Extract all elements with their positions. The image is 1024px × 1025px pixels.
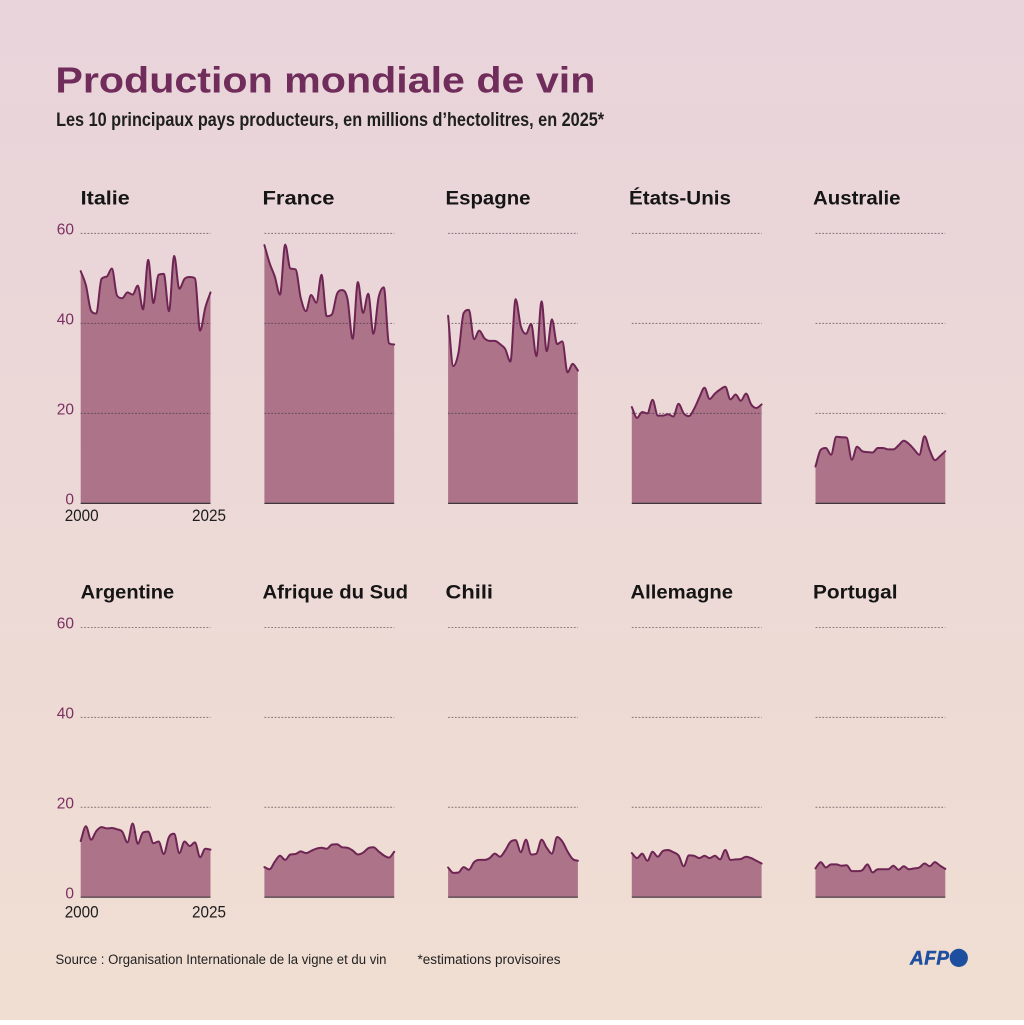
svg-text:0: 0 bbox=[65, 492, 74, 509]
svg-text:20: 20 bbox=[57, 795, 75, 812]
svg-text:Argentine: Argentine bbox=[81, 582, 175, 604]
svg-text:*estimations provisoires: *estimations provisoires bbox=[418, 952, 561, 967]
svg-text:Espagne: Espagne bbox=[446, 188, 531, 210]
svg-text:2000: 2000 bbox=[65, 904, 99, 922]
svg-text:40: 40 bbox=[57, 312, 75, 329]
svg-text:Les 10 principaux pays product: Les 10 principaux pays producteurs, en m… bbox=[56, 110, 605, 131]
svg-text:Chili: Chili bbox=[446, 582, 494, 604]
svg-text:Afrique du Sud: Afrique du Sud bbox=[263, 582, 409, 604]
svg-text:2025: 2025 bbox=[192, 904, 226, 922]
svg-text:2000: 2000 bbox=[65, 507, 99, 525]
svg-text:Portugal: Portugal bbox=[813, 582, 898, 604]
svg-text:Production mondiale de vin: Production mondiale de vin bbox=[55, 60, 595, 101]
svg-text:40: 40 bbox=[57, 706, 75, 723]
svg-text:60: 60 bbox=[57, 616, 75, 633]
svg-text:France: France bbox=[263, 188, 335, 210]
svg-text:2025: 2025 bbox=[192, 507, 226, 525]
svg-text:20: 20 bbox=[57, 402, 75, 419]
svg-text:60: 60 bbox=[57, 222, 75, 239]
svg-text:Source : Organisation Internat: Source : Organisation Internationale de … bbox=[56, 952, 387, 967]
svg-text:États-Unis: États-Unis bbox=[629, 187, 731, 210]
svg-text:Allemagne: Allemagne bbox=[631, 582, 734, 604]
svg-text:Australie: Australie bbox=[813, 188, 901, 210]
svg-text:Italie: Italie bbox=[81, 188, 130, 210]
svg-text:AFP: AFP bbox=[909, 949, 950, 970]
svg-text:0: 0 bbox=[65, 885, 74, 902]
